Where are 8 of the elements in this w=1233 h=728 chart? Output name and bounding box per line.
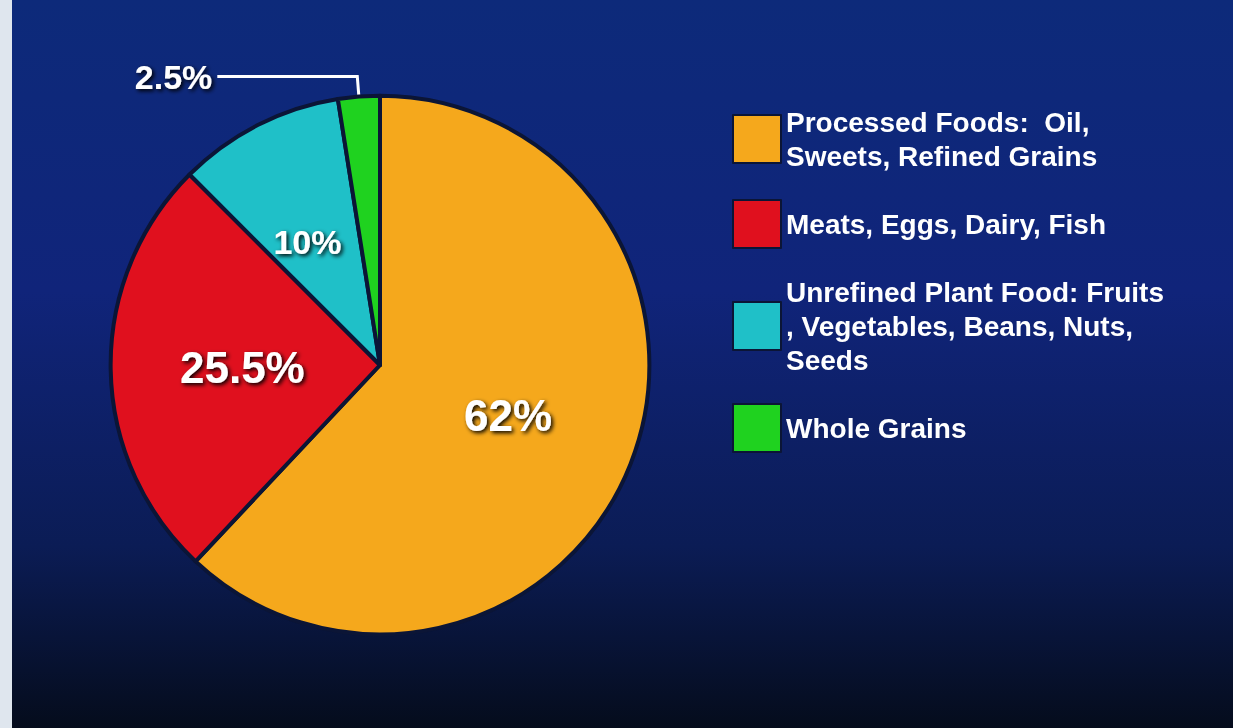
legend-label: Processed Foods: Oil, Sweets, Refined Grains (786, 106, 1098, 172)
legend-label: Whole Grains (786, 412, 967, 444)
legend-label: Unrefined Plant Food: Fruits, Vegetables, Beans, Nuts, Seeds (786, 276, 1164, 376)
legend-label: Meats, Eggs, Dairy, Fish (786, 208, 1107, 240)
data-label: 10% (273, 223, 342, 262)
data-label: 62% (463, 391, 553, 441)
data-label: 2.5% (134, 57, 213, 96)
data-label: 25.5% (179, 342, 305, 392)
